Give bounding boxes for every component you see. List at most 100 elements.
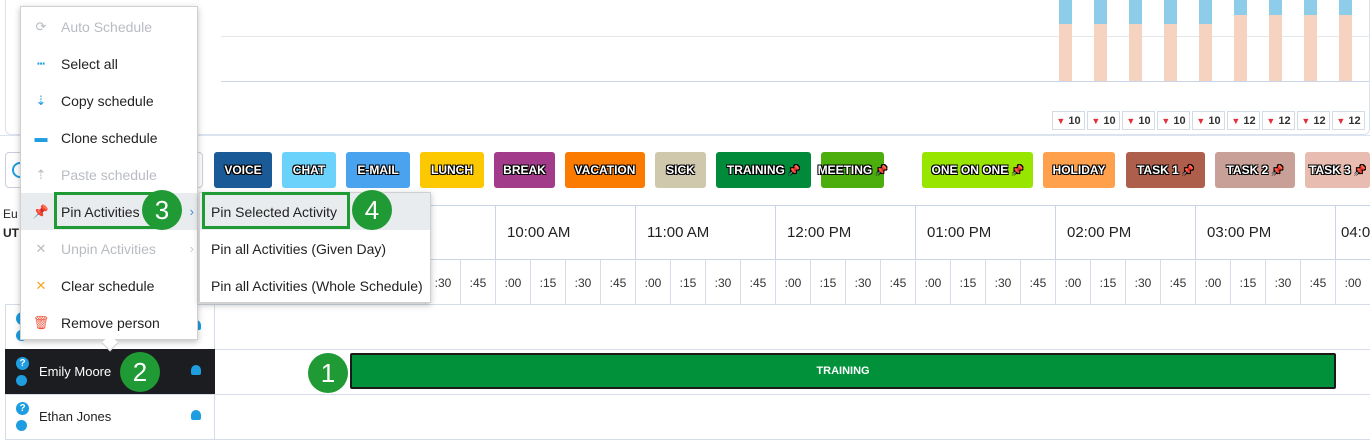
bar-segment-blue [1164,0,1177,24]
user-icon[interactable] [191,365,201,375]
quarter-header: :45 [880,259,915,305]
badge-value: 10 [1138,114,1151,127]
quarter-header: :30 [565,259,600,305]
chevron-right-icon: › [189,241,194,256]
quarter-header: :30 [845,259,880,305]
activity-label: SICK [666,163,695,177]
activity-holiday[interactable]: HOLIDAY [1043,152,1115,188]
quarter-header: :45 [460,259,495,305]
menu-item-copy-schedule[interactable]: ⇣ Copy schedule [21,82,197,119]
activity-meeting[interactable]: MEETING 📌 [818,152,888,188]
help-icon: ? [16,402,29,415]
quarter-header: :45 [1160,259,1195,305]
requirement-badge: ▼ 10 [1087,111,1120,130]
callout-2: 2 [120,352,160,392]
menu-item-paste-schedule[interactable]: ⇡ Paste schedule [21,156,197,193]
auto-schedule-icon: ⟳ [35,18,47,34]
submenu-item[interactable]: Pin all Activities (Given Day) [211,240,387,257]
activity-vacation[interactable]: VACATION [565,152,645,188]
timezone-label: Eu [3,207,18,221]
hour-header: 12:00 PM [775,206,915,259]
menu-item-remove-person[interactable]: 🗑 Remove person [21,304,197,341]
arrow-down-icon: ▼ [1126,115,1136,126]
menu-item-select-all[interactable]: ┅ Select all [21,45,197,82]
menu-item-clear-schedule[interactable]: ✕ Clear schedule [21,267,197,304]
chevron-right-icon: › [189,204,194,219]
arrow-down-icon: ▼ [1231,115,1241,126]
activity-label: LUNCH [431,163,473,177]
activity-one-on-one[interactable]: ONE ON ONE 📌 [922,152,1033,188]
badge-value: 12 [1243,114,1256,127]
submenu-item[interactable]: Pin all Activities (Whole Schedule) [211,277,423,294]
pin-icon: 📌 [1272,164,1284,175]
activity-task-3[interactable]: TASK 3 📌 [1305,152,1370,188]
pin-icon: 📌 [788,164,801,175]
activity-label: TASK 1 [1136,163,1179,177]
training-activity-block[interactable]: TRAINING [350,353,1336,389]
requirement-badge: ▼ 10 [1192,111,1225,130]
quarter-header: :00 [635,259,670,305]
quarter-header: :45 [1300,259,1335,305]
bar-segment-peach [1094,24,1107,81]
quarter-header: :15 [1230,259,1265,305]
menu-item-clone-schedule[interactable]: ▬ Clone schedule [21,119,197,156]
menu-item-unpin-activities[interactable]: ✕ Unpin Activities › [21,230,197,267]
badge-value: 10 [1068,114,1081,127]
bar-segment-blue [1094,0,1107,24]
status-dot [16,420,27,431]
activity-label: CHAT [292,163,326,177]
requirement-badge: ▼ 12 [1297,111,1330,130]
pin-icon: 📌 [1012,164,1024,175]
person-row[interactable]: ? Ethan Jones [5,394,215,439]
timeline-grid: 10:00 AM 11:00 AM 12:00 PM 01:00 PM 02:00 PM… [215,205,1370,440]
menu-item-auto-schedule[interactable]: ⟳ Auto Schedule [21,8,197,45]
person-row-selected[interactable]: ? Emily Moore [5,349,215,394]
bar-segment-blue [1234,0,1247,15]
activity-task-1[interactable]: TASK 1 📌 [1126,152,1205,188]
activity-lunch[interactable]: LUNCH [420,152,484,188]
highlight-box [54,192,156,229]
activity-label: HOLIDAY [1052,163,1106,177]
callout-3: 3 [142,190,182,230]
quarter-header: :30 [1265,259,1300,305]
menu-item-label: Paste schedule [61,166,157,183]
unpin-icon: ✕ [35,240,47,256]
activity-sick[interactable]: SICK [655,152,706,188]
bar-segment-peach [1129,24,1142,81]
arrow-down-icon: ▼ [1336,115,1346,126]
pin-icon: 📌 [876,164,888,175]
activity-chat[interactable]: CHAT [282,152,336,188]
user-icon[interactable] [191,410,201,420]
pin-icon: 📌 [1354,164,1366,175]
activity-e-mail[interactable]: E-MAIL [346,152,410,188]
activity-voice[interactable]: VOICE [214,152,272,188]
badge-value: 12 [1278,114,1291,127]
activity-training[interactable]: TRAINING 📌 [716,152,811,188]
quarter-header: :00 [1335,259,1370,305]
quarter-header: :00 [915,259,950,305]
requirement-badge: ▼ 10 [1122,111,1155,130]
requirement-badge: ▼ 12 [1262,111,1295,130]
staffing-chart-panel: ▼ 10 ▼ 10 ▼ 10 ▼ 10 ▼ 10 ▼ 12 ▼ 12 ▼ 12 ▼ 12 [5,0,1370,135]
pin-icon: 📌 [32,203,50,219]
gridline [221,36,1369,37]
bar-segment-blue [1304,0,1317,15]
pin-icon: 📌 [1182,164,1194,175]
quarter-header: :15 [810,259,845,305]
row-divider [5,304,1370,305]
quarter-header: :00 [1195,259,1230,305]
activity-label: VACATION [574,163,636,177]
activity-label: VOICE [224,163,262,177]
activity-task-2[interactable]: TASK 2 📌 [1215,152,1295,188]
menu-item-label: Select all [61,55,118,72]
clone-icon: ▬ [34,130,48,145]
arrow-down-icon: ▼ [1301,115,1311,126]
badge-value: 10 [1208,114,1221,127]
quarter-header: :00 [1055,259,1090,305]
bar-segment-peach [1199,24,1212,81]
activity-break[interactable]: BREAK [494,152,555,188]
divider [0,135,1370,136]
requirement-badge: ▼ 10 [1157,111,1190,130]
paste-icon: ⇡ [35,166,47,182]
quarter-header: :15 [1090,259,1125,305]
